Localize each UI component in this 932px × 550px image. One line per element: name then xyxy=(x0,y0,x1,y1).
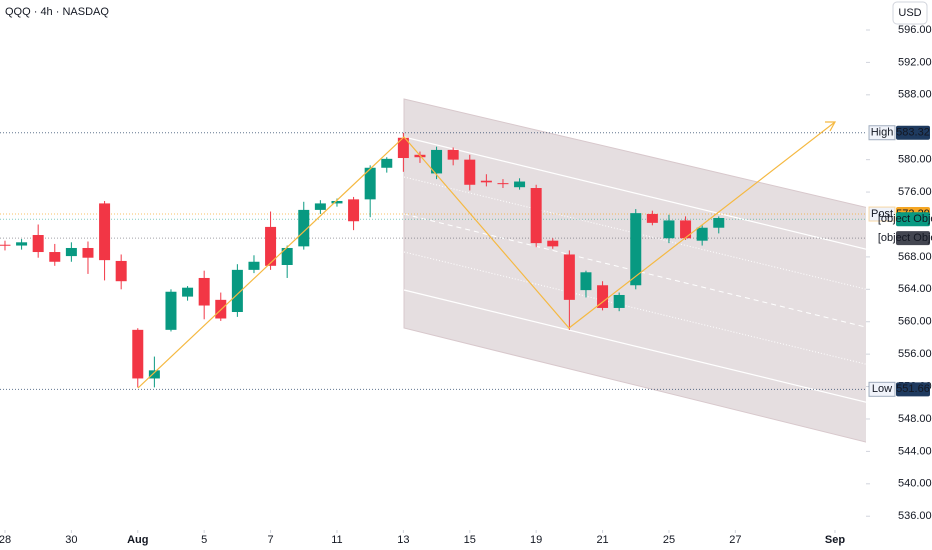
axis-layer: 536.00540.00544.00548.00552.00556.00560.… xyxy=(0,24,932,546)
candle-body xyxy=(198,277,210,306)
x-tick-label: 15 xyxy=(464,534,476,546)
candle-body xyxy=(680,220,692,239)
y-tick-label: 576.00 xyxy=(898,186,932,198)
y-tick-label: 580.00 xyxy=(898,154,932,166)
candle-body xyxy=(597,285,609,308)
chart-title: QQQ · 4h · NASDAQ xyxy=(5,6,109,18)
candle-body xyxy=(331,200,343,204)
candle-body xyxy=(99,203,111,261)
price-axis xyxy=(866,0,932,550)
price-tag xyxy=(896,231,930,246)
y-tick-label: 564.00 xyxy=(898,283,932,295)
price-tag-label: 551.66 xyxy=(896,383,930,395)
candle-body xyxy=(182,287,194,297)
candle-body xyxy=(32,235,44,253)
candle-body xyxy=(613,294,625,308)
candle-body xyxy=(431,149,443,174)
y-tick-label: 560.00 xyxy=(898,316,932,328)
candle-body xyxy=(65,247,77,257)
plot-area xyxy=(0,132,866,390)
price-line-tag xyxy=(868,381,896,397)
candle-body xyxy=(563,254,575,300)
x-tick-label: 19 xyxy=(530,534,542,546)
price-tag xyxy=(896,382,930,397)
candle-body xyxy=(713,217,725,228)
candle-body xyxy=(364,167,376,200)
price-tag-label: 583.32 xyxy=(896,127,930,139)
candle-body xyxy=(298,209,310,247)
candle-body xyxy=(248,261,260,270)
price-tag xyxy=(896,125,930,140)
candle-body xyxy=(646,213,658,223)
price-line-name: Post xyxy=(871,208,893,220)
candle-body xyxy=(49,252,61,262)
candle-body xyxy=(148,370,160,379)
y-tick-label: 596.00 xyxy=(898,24,932,36)
candle-body xyxy=(514,181,526,188)
x-tick-label: 21 xyxy=(596,534,608,546)
x-tick-label: Sep xyxy=(825,534,845,546)
candle-body xyxy=(281,247,293,265)
arrow-head xyxy=(825,121,837,132)
candle-body xyxy=(696,227,708,241)
x-tick-label: 27 xyxy=(729,534,741,546)
price-line-tag xyxy=(868,125,896,141)
price-tag-label: [object Object] xyxy=(878,213,932,225)
price-line-tag xyxy=(868,206,896,222)
x-tick-label: 28 xyxy=(0,534,11,546)
candle-body xyxy=(630,213,642,286)
x-tick-label: 7 xyxy=(268,534,274,546)
candle-body xyxy=(580,272,592,291)
candle-body xyxy=(348,199,360,222)
y-tick-label: 540.00 xyxy=(898,478,932,490)
y-tick-label: 588.00 xyxy=(898,89,932,101)
candle-body xyxy=(82,247,94,258)
y-tick-label: 548.00 xyxy=(898,413,932,425)
channel-line xyxy=(403,213,891,334)
channel-line xyxy=(403,289,891,409)
candle-body xyxy=(0,244,11,246)
y-tick-label: 592.00 xyxy=(898,56,932,68)
x-tick-label: 5 xyxy=(201,534,207,546)
y-tick-label: 568.00 xyxy=(898,251,932,263)
currency-label[interactable]: USD xyxy=(898,7,921,19)
candle-body xyxy=(314,203,326,210)
zigzag-drawing xyxy=(137,121,836,389)
x-tick-label: 11 xyxy=(331,534,342,546)
currency-button[interactable] xyxy=(892,1,928,25)
candle-body xyxy=(480,180,492,183)
y-tick-label: 536.00 xyxy=(898,510,932,522)
y-tick-label: 556.00 xyxy=(898,348,932,360)
candle-body xyxy=(447,149,459,160)
candle-body xyxy=(16,242,28,246)
candle-body xyxy=(464,159,476,185)
price-line-name: Low xyxy=(872,383,892,395)
x-tick-label: 30 xyxy=(65,534,77,546)
regression-channel xyxy=(403,98,891,449)
x-tick-label: Aug xyxy=(127,534,148,546)
candle-body xyxy=(265,226,277,266)
channel-line xyxy=(403,136,891,256)
candle-body xyxy=(663,220,675,239)
candle-body xyxy=(115,260,127,282)
candle-body xyxy=(381,158,393,168)
price-tag xyxy=(896,212,930,227)
candle-body xyxy=(132,329,144,379)
candle-body xyxy=(497,183,509,185)
candle-body xyxy=(530,188,542,244)
price-line-name: High xyxy=(871,127,894,139)
candle-body xyxy=(547,240,559,247)
candle-body xyxy=(397,137,409,159)
price-tag-label: [object Object] xyxy=(878,232,932,244)
candle-body xyxy=(165,291,177,330)
x-tick-label: 25 xyxy=(663,534,675,546)
y-tick-label: 544.00 xyxy=(898,445,932,457)
x-tick-label: 13 xyxy=(397,534,409,546)
candle-body xyxy=(231,269,243,313)
